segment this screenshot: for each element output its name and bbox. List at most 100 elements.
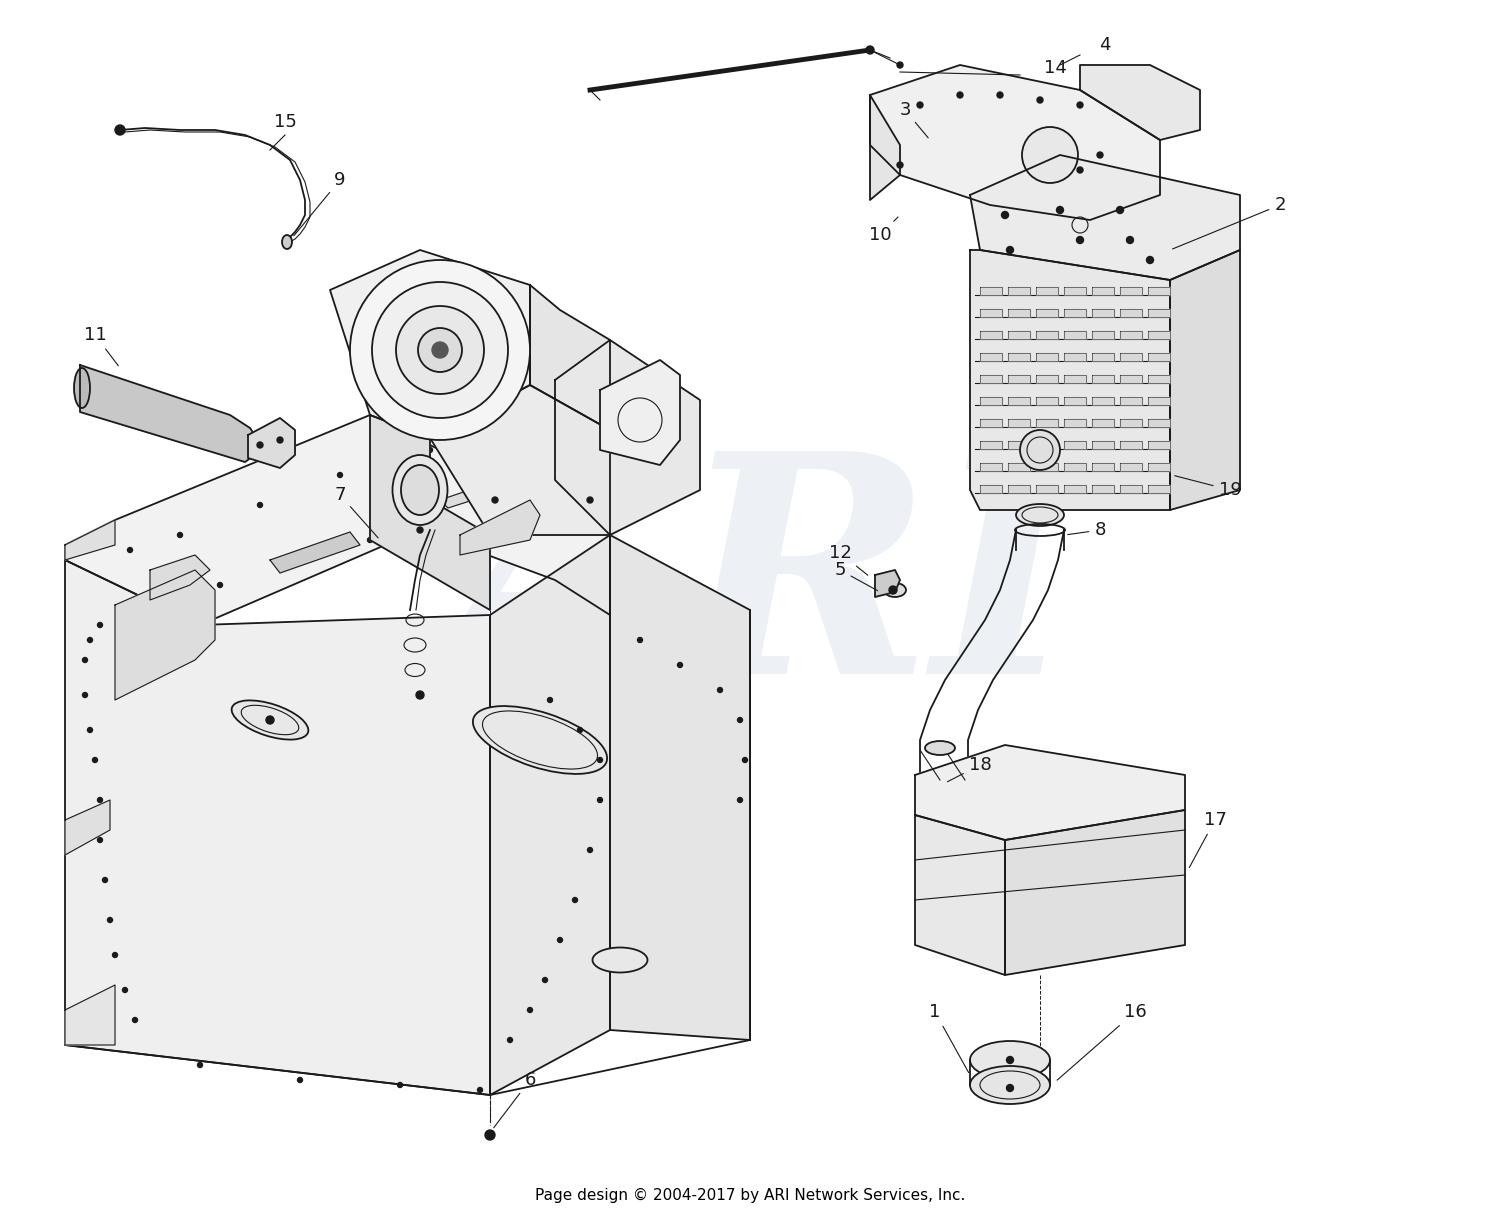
Circle shape [297,1078,303,1083]
Text: 18: 18 [948,756,992,782]
Circle shape [916,101,922,108]
Circle shape [417,527,423,533]
Polygon shape [1092,419,1114,426]
Polygon shape [150,555,210,600]
Circle shape [419,327,462,371]
Circle shape [597,758,603,763]
Circle shape [98,837,102,842]
Text: 10: 10 [868,218,898,244]
Polygon shape [530,285,610,430]
Polygon shape [1148,331,1170,338]
Polygon shape [980,331,1002,338]
Circle shape [1007,1084,1014,1091]
Polygon shape [64,415,610,624]
Ellipse shape [231,700,309,739]
Circle shape [102,877,108,882]
Polygon shape [1008,353,1031,360]
Polygon shape [1064,397,1086,404]
Circle shape [518,478,522,483]
Circle shape [738,798,742,803]
Circle shape [492,497,498,503]
Circle shape [543,978,548,982]
Polygon shape [600,360,680,466]
Polygon shape [1092,353,1114,360]
Polygon shape [1120,463,1142,470]
Circle shape [416,690,424,699]
Polygon shape [1148,441,1170,448]
Circle shape [98,622,102,628]
Text: Page design © 2004-2017 by ARI Network Services, Inc.: Page design © 2004-2017 by ARI Network S… [536,1188,964,1202]
Polygon shape [980,463,1002,470]
Polygon shape [248,418,296,468]
Circle shape [742,758,747,763]
Polygon shape [1036,375,1058,382]
Ellipse shape [400,466,439,514]
Circle shape [890,587,897,594]
Circle shape [398,1083,402,1088]
Circle shape [396,306,484,393]
Polygon shape [1120,309,1142,316]
Circle shape [528,1007,532,1013]
Circle shape [368,538,372,543]
Polygon shape [1092,375,1114,382]
Text: 14: 14 [1044,59,1066,77]
Circle shape [297,557,303,562]
Polygon shape [1148,485,1170,492]
Polygon shape [1120,375,1142,382]
Circle shape [132,1018,138,1023]
Ellipse shape [926,741,956,755]
Circle shape [897,62,903,68]
Circle shape [998,92,1004,98]
Text: 4: 4 [1100,35,1110,54]
Circle shape [198,1062,202,1068]
Polygon shape [1036,419,1058,426]
Circle shape [1007,1057,1014,1063]
Circle shape [256,442,262,448]
Polygon shape [1120,419,1142,426]
Circle shape [638,638,642,643]
Ellipse shape [970,1041,1050,1079]
Polygon shape [1064,463,1086,470]
Polygon shape [915,815,1005,975]
Text: 19: 19 [1174,475,1242,499]
Polygon shape [1008,331,1031,338]
Polygon shape [490,535,610,1095]
Polygon shape [874,569,900,598]
Polygon shape [1008,287,1031,295]
Polygon shape [970,251,1170,510]
Text: 16: 16 [1058,1003,1146,1080]
Circle shape [597,798,603,803]
Text: 15: 15 [273,112,297,131]
Polygon shape [980,419,1002,426]
Circle shape [957,92,963,98]
Polygon shape [1148,419,1170,426]
Polygon shape [980,397,1002,404]
Circle shape [82,693,87,698]
Ellipse shape [393,455,447,525]
Circle shape [1126,237,1134,243]
Text: 12: 12 [828,544,868,576]
Polygon shape [460,500,540,555]
Polygon shape [330,251,530,437]
Circle shape [573,897,578,903]
Polygon shape [1170,251,1240,510]
Polygon shape [116,569,214,700]
Circle shape [1002,211,1008,219]
Ellipse shape [282,235,292,249]
Circle shape [897,163,903,167]
Polygon shape [970,155,1240,280]
Polygon shape [1036,463,1058,470]
Circle shape [507,1037,513,1042]
Circle shape [177,533,183,538]
Polygon shape [1036,309,1058,316]
Polygon shape [430,385,610,535]
Polygon shape [1064,485,1086,492]
Polygon shape [980,353,1002,360]
Circle shape [82,657,87,662]
Text: 11: 11 [84,326,118,365]
Polygon shape [1120,485,1142,492]
Polygon shape [1092,397,1114,404]
Polygon shape [1036,485,1058,492]
Circle shape [258,502,262,507]
Polygon shape [1120,331,1142,338]
